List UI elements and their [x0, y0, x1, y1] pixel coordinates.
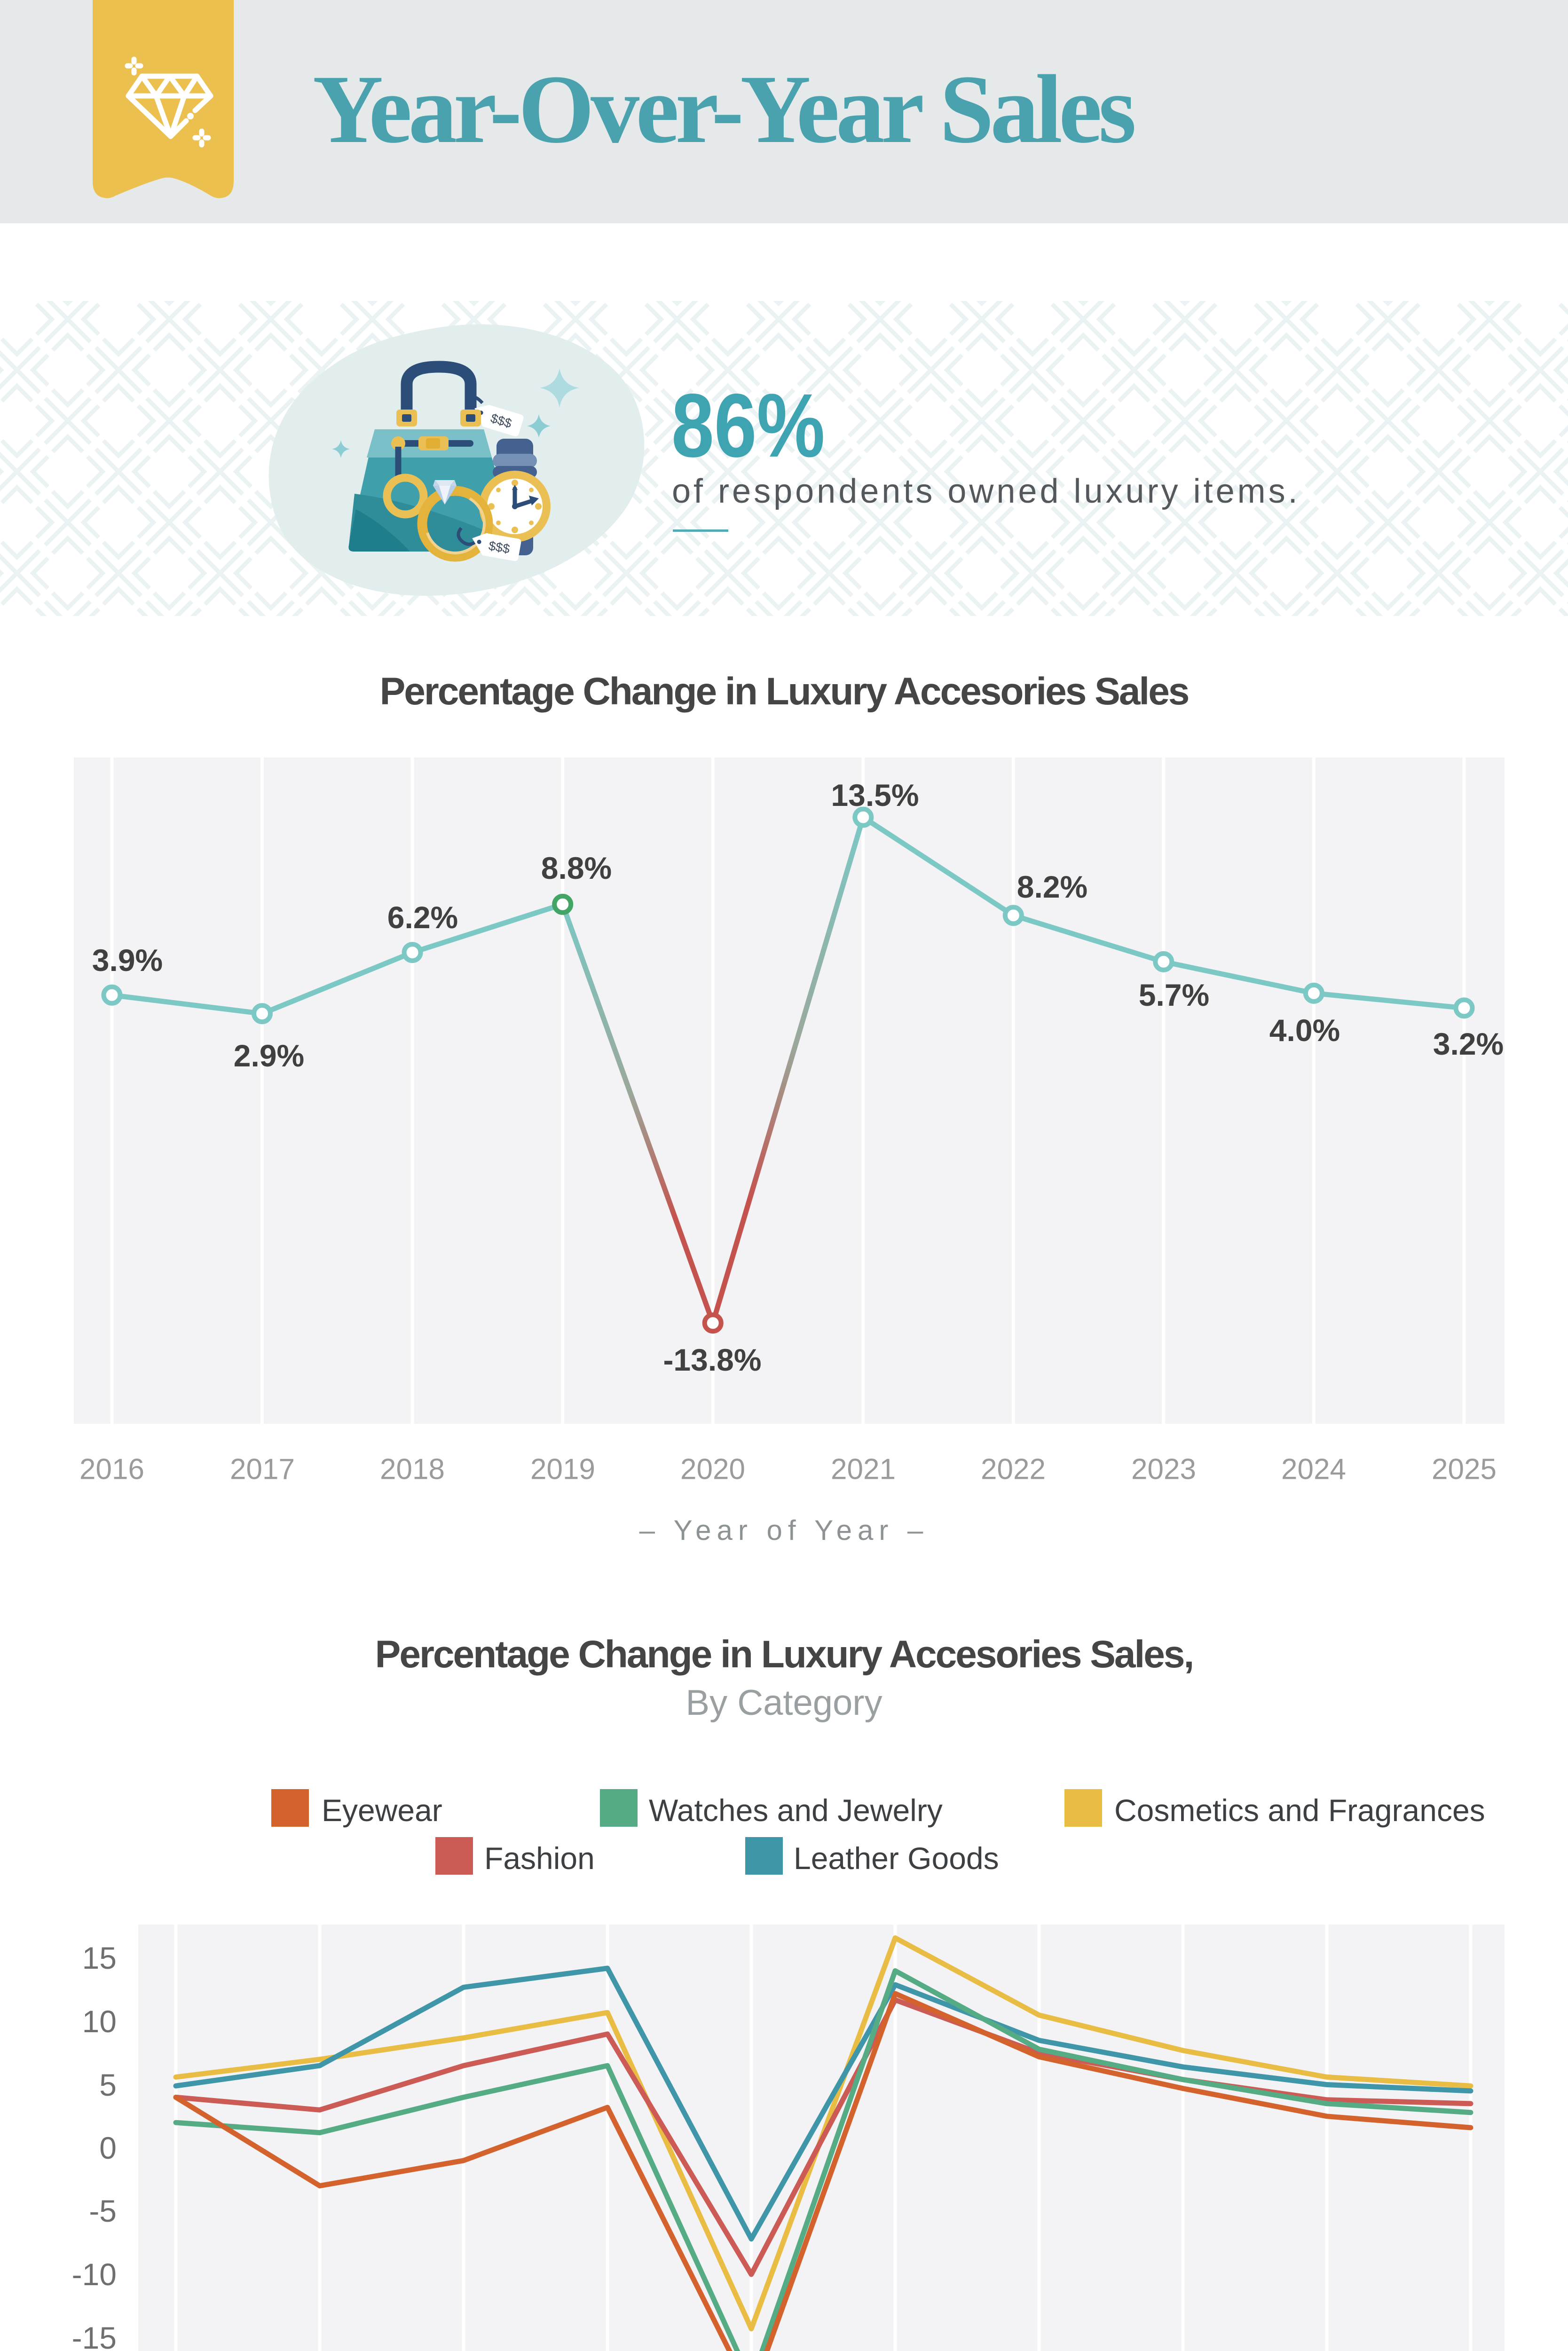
svg-text:-15: -15 — [72, 2320, 117, 2351]
svg-text:2019: 2019 — [530, 1453, 595, 1486]
svg-text:2017: 2017 — [230, 1453, 295, 1486]
svg-text:2023: 2023 — [1131, 1453, 1196, 1486]
svg-text:4.0%: 4.0% — [1269, 1013, 1340, 1048]
svg-text:13.5%: 13.5% — [831, 778, 919, 813]
svg-text:0: 0 — [99, 2130, 117, 2165]
svg-text:2021: 2021 — [831, 1453, 896, 1486]
svg-text:10: 10 — [82, 2004, 117, 2039]
svg-text:2.9%: 2.9% — [234, 1038, 304, 1073]
svg-text:2022: 2022 — [981, 1453, 1046, 1486]
svg-text:-10: -10 — [72, 2257, 117, 2292]
svg-text:15: 15 — [82, 1941, 117, 1975]
svg-text:6.2%: 6.2% — [387, 900, 458, 935]
svg-text:2024: 2024 — [1281, 1453, 1346, 1486]
svg-text:2025: 2025 — [1432, 1453, 1497, 1486]
svg-text:2016: 2016 — [79, 1453, 144, 1486]
svg-text:-13.8%: -13.8% — [663, 1342, 761, 1377]
svg-text:-5: -5 — [89, 2193, 117, 2228]
svg-text:8.2%: 8.2% — [1017, 869, 1087, 904]
svg-text:8.8%: 8.8% — [541, 851, 612, 885]
svg-text:3.2%: 3.2% — [1433, 1026, 1504, 1061]
svg-text:5.7%: 5.7% — [1139, 978, 1209, 1012]
svg-text:2018: 2018 — [380, 1453, 445, 1486]
svg-text:2020: 2020 — [680, 1453, 745, 1486]
svg-text:5: 5 — [99, 2067, 117, 2102]
svg-text:3.9%: 3.9% — [92, 943, 163, 978]
